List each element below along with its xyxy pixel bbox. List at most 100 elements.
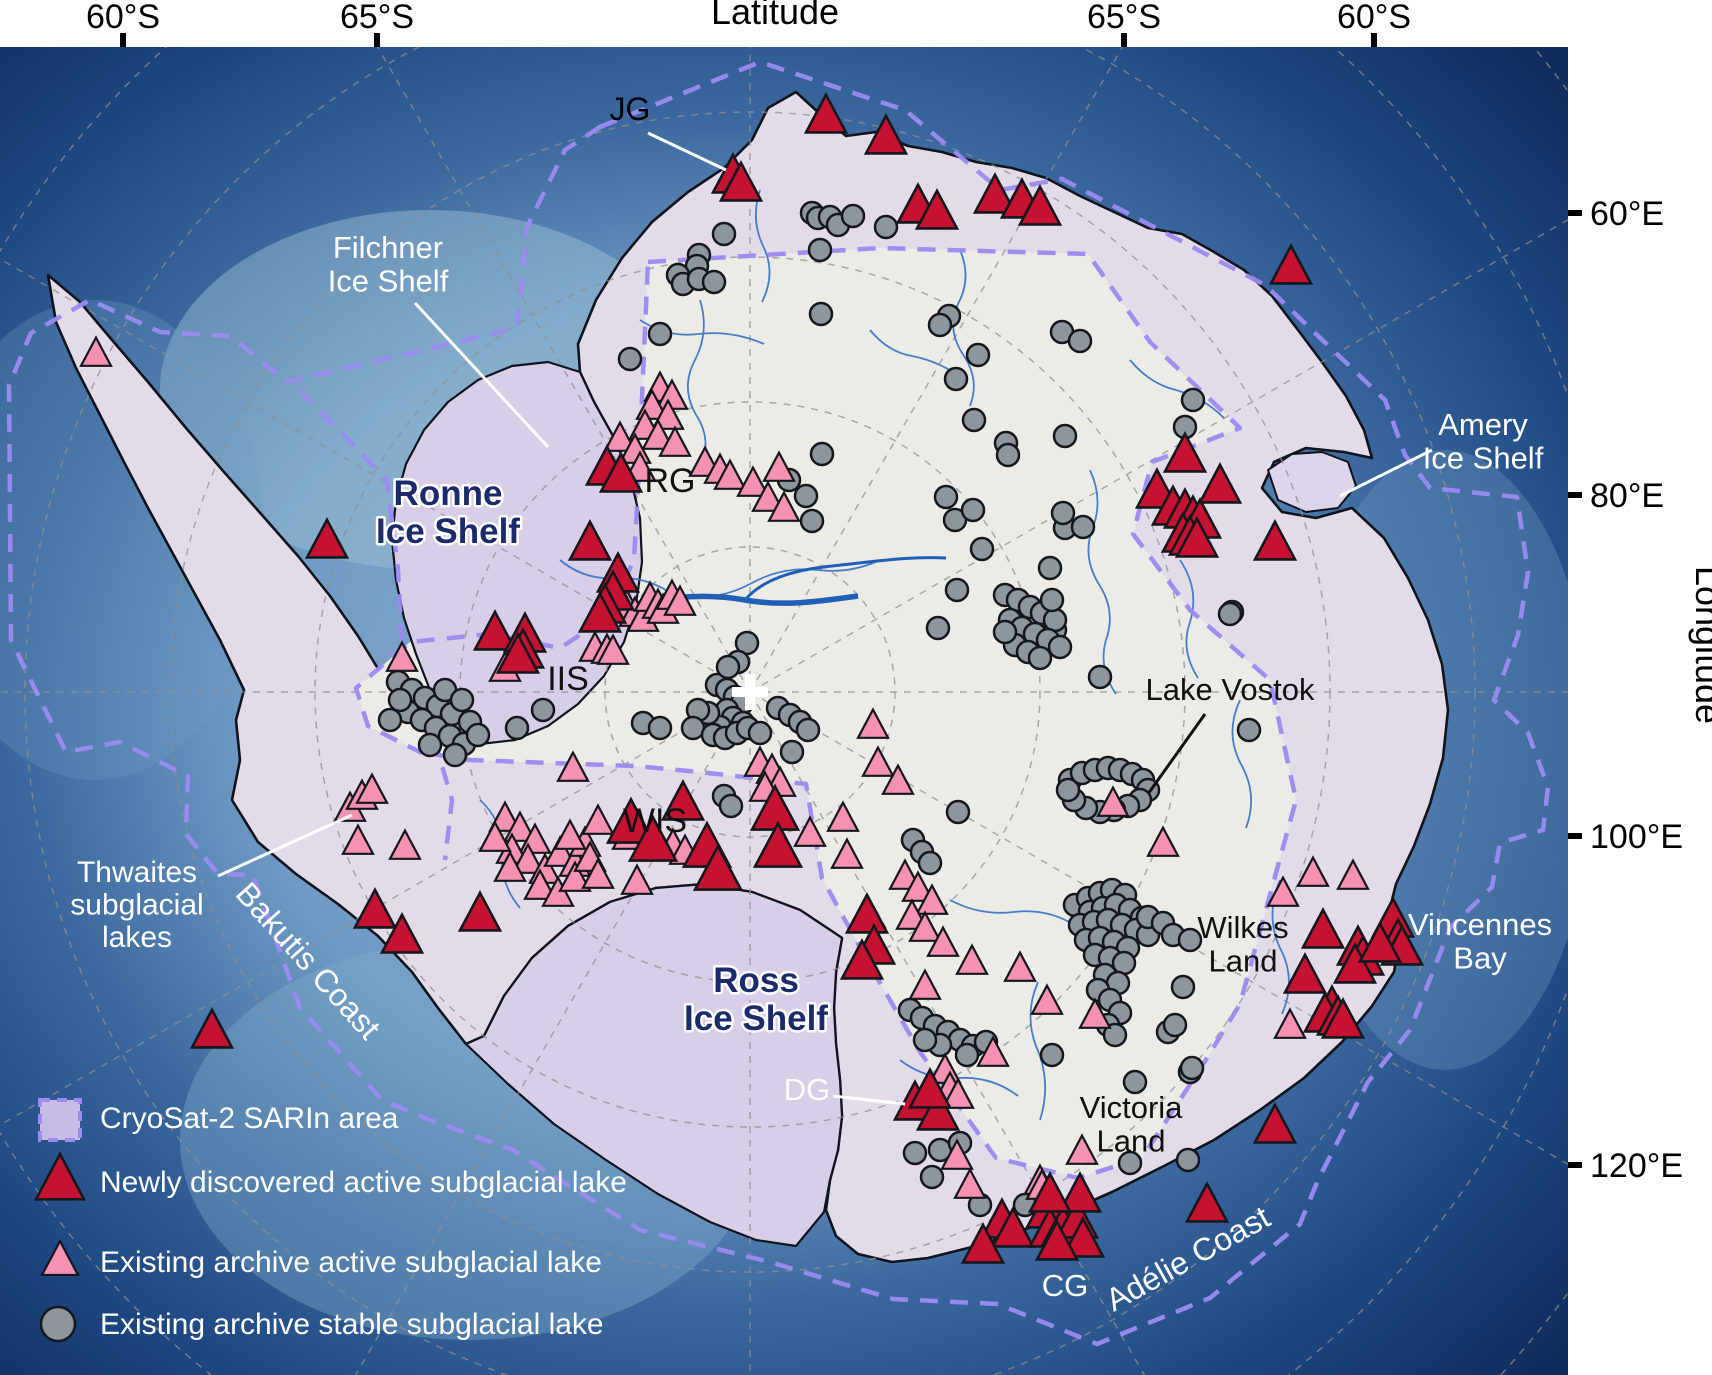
stable-lake-marker [1102, 1022, 1128, 1048]
new-lake-marker [304, 517, 350, 559]
stable-lake-marker [1177, 927, 1203, 953]
stable-lake-marker [808, 301, 834, 327]
legend-label-sarin: CryoSat-2 SARIn area [100, 1102, 399, 1135]
archive-active-lake-marker [856, 707, 890, 739]
archive-active-lake-marker [953, 1167, 987, 1199]
new-lake-marker [907, 1067, 953, 1109]
stable-lake-marker [718, 793, 744, 819]
label-cg: CG [1042, 1268, 1089, 1303]
stable-lake-marker [377, 707, 403, 733]
archive-active-lake-marker [596, 633, 630, 665]
new-lake-marker [914, 188, 960, 230]
stable-lake-marker [809, 441, 835, 467]
archive-active-lake-marker [478, 820, 512, 852]
archive-active-lake-marker [976, 1035, 1010, 1067]
archive-active-lake-marker [1146, 825, 1180, 857]
stable-lake-marker [925, 615, 951, 641]
stable-lake-marker [747, 720, 773, 746]
top-axis-tick-label-2: 65°S [1087, 0, 1161, 36]
stable-lake-marker [1170, 974, 1196, 1000]
archive-active-lake-marker [1078, 997, 1112, 1029]
south-pole-cross-icon [732, 674, 768, 710]
new-lake-marker [598, 451, 644, 493]
top-axis-tick-3 [1371, 33, 1377, 47]
legend-swatch-stable-circle-icon [39, 1305, 77, 1343]
new-lake-marker [692, 843, 744, 891]
stable-lake-marker [1175, 1147, 1201, 1173]
new-lake-marker [1034, 1219, 1080, 1261]
new-lake-marker [752, 820, 804, 868]
label-ronne: Ronne Ice Shelf [376, 474, 520, 551]
new-lake-marker [1057, 1171, 1103, 1213]
archive-active-lake-marker [603, 420, 637, 452]
stable-lake-marker [1052, 423, 1078, 449]
stable-lake-marker [1042, 607, 1068, 633]
stable-lake-marker [1122, 1069, 1148, 1095]
legend-swatch-sarin-area [38, 1098, 82, 1142]
archive-active-lake-marker [901, 870, 935, 902]
new-lake-marker [352, 887, 398, 929]
new-lake-marker [189, 1007, 235, 1049]
archive-active-lake-marker [523, 868, 557, 900]
stable-lake-marker [617, 346, 643, 372]
stable-lake-marker [1162, 1012, 1188, 1038]
stable-lake-marker [504, 715, 530, 741]
new-lake-marker [844, 892, 890, 934]
stable-lake-marker [1217, 601, 1243, 627]
right-axis-tick-1 [1568, 492, 1582, 498]
stable-lake-marker [647, 715, 673, 741]
archive-active-lake-marker [581, 857, 615, 889]
right-axis-tick-2 [1568, 833, 1582, 839]
archive-active-lake-marker [388, 828, 422, 860]
archive-active-lake-marker [341, 823, 375, 855]
label-wilkes: Wilkes Land [1197, 910, 1288, 978]
legend-swatch-archive-active-triangle-icon [40, 1238, 80, 1277]
top-axis-tick-label-0: 60°S [86, 0, 160, 36]
ross-ice-shelf [464, 882, 844, 1248]
axis-layer: Latitude Longitude 60°S 65°S 65°S 60°S 60°E 8… [86, 0, 1712, 1185]
archive-active-lake-marker [620, 863, 654, 895]
archive-active-lake-marker [1273, 1007, 1307, 1039]
archive-active-lake-marker [79, 335, 113, 367]
new-lake-marker [1252, 1102, 1298, 1144]
new-lake-marker [803, 92, 849, 134]
new-lake-marker [605, 796, 657, 844]
stable-lake-marker [1067, 328, 1093, 354]
archive-active-lake-marker [641, 418, 675, 450]
stable-lake-marker [1179, 1055, 1205, 1081]
stable-lake-marker [1055, 777, 1081, 803]
stable-lake-marker [1039, 1042, 1065, 1068]
new-lake-marker [472, 609, 518, 651]
archive-active-lake-marker [1266, 875, 1300, 907]
stable-lake-marker [1070, 514, 1096, 540]
stable-lake-marker [795, 717, 821, 743]
stable-lake-marker [1039, 587, 1065, 613]
legend-label-archive-stable: Existing archive stable subglacial lake [100, 1308, 604, 1341]
label-vincennes: Vincennes Bay [1408, 907, 1552, 975]
stable-lake-marker [1027, 645, 1053, 671]
right-axis-tick-3 [1568, 1162, 1582, 1168]
dg-line [832, 1094, 906, 1106]
stable-lake-marker [933, 484, 959, 510]
new-lake-marker [1332, 942, 1378, 984]
label-victoria: Victoria Land [1080, 1090, 1184, 1158]
new-lake-marker [718, 160, 764, 202]
stable-lake-marker [912, 1027, 938, 1053]
new-lake-marker [915, 1089, 961, 1131]
legend-swatch-new-lake-triangle-icon [33, 1151, 87, 1201]
new-lake-marker [1174, 516, 1220, 558]
stable-lake-marker [995, 442, 1021, 468]
label-iis: IIS [547, 660, 589, 698]
new-lake-marker [567, 519, 613, 561]
archive-active-lake-marker [651, 398, 685, 430]
new-lake-marker [972, 172, 1018, 214]
new-lake-marker [1184, 1181, 1230, 1223]
label-ross: Ross Ice Shelf [684, 961, 828, 1038]
legend-label-archive-active: Existing archive active subglacial lake [100, 1246, 602, 1279]
new-lake-marker [960, 1222, 1006, 1264]
label-rg: RG [645, 462, 696, 500]
stable-lake-marker [1087, 664, 1113, 690]
archive-active-lake-marker [581, 803, 615, 835]
right-axis-tick-label-2: 100°E [1590, 818, 1683, 856]
stable-lake-marker [465, 722, 491, 748]
